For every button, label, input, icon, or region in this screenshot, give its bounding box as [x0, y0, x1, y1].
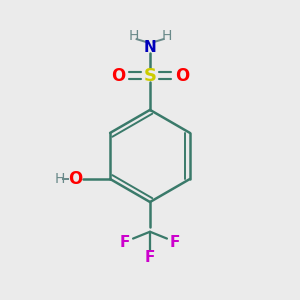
Text: F: F — [170, 235, 181, 250]
Text: H: H — [128, 29, 139, 43]
Text: O: O — [175, 67, 189, 85]
Text: O: O — [111, 67, 125, 85]
Text: N: N — [144, 40, 156, 55]
Text: H: H — [161, 29, 172, 43]
Text: O: O — [68, 170, 83, 188]
Text: F: F — [145, 250, 155, 265]
Text: H: H — [54, 172, 65, 186]
Text: S: S — [143, 67, 157, 85]
Text: F: F — [119, 235, 130, 250]
